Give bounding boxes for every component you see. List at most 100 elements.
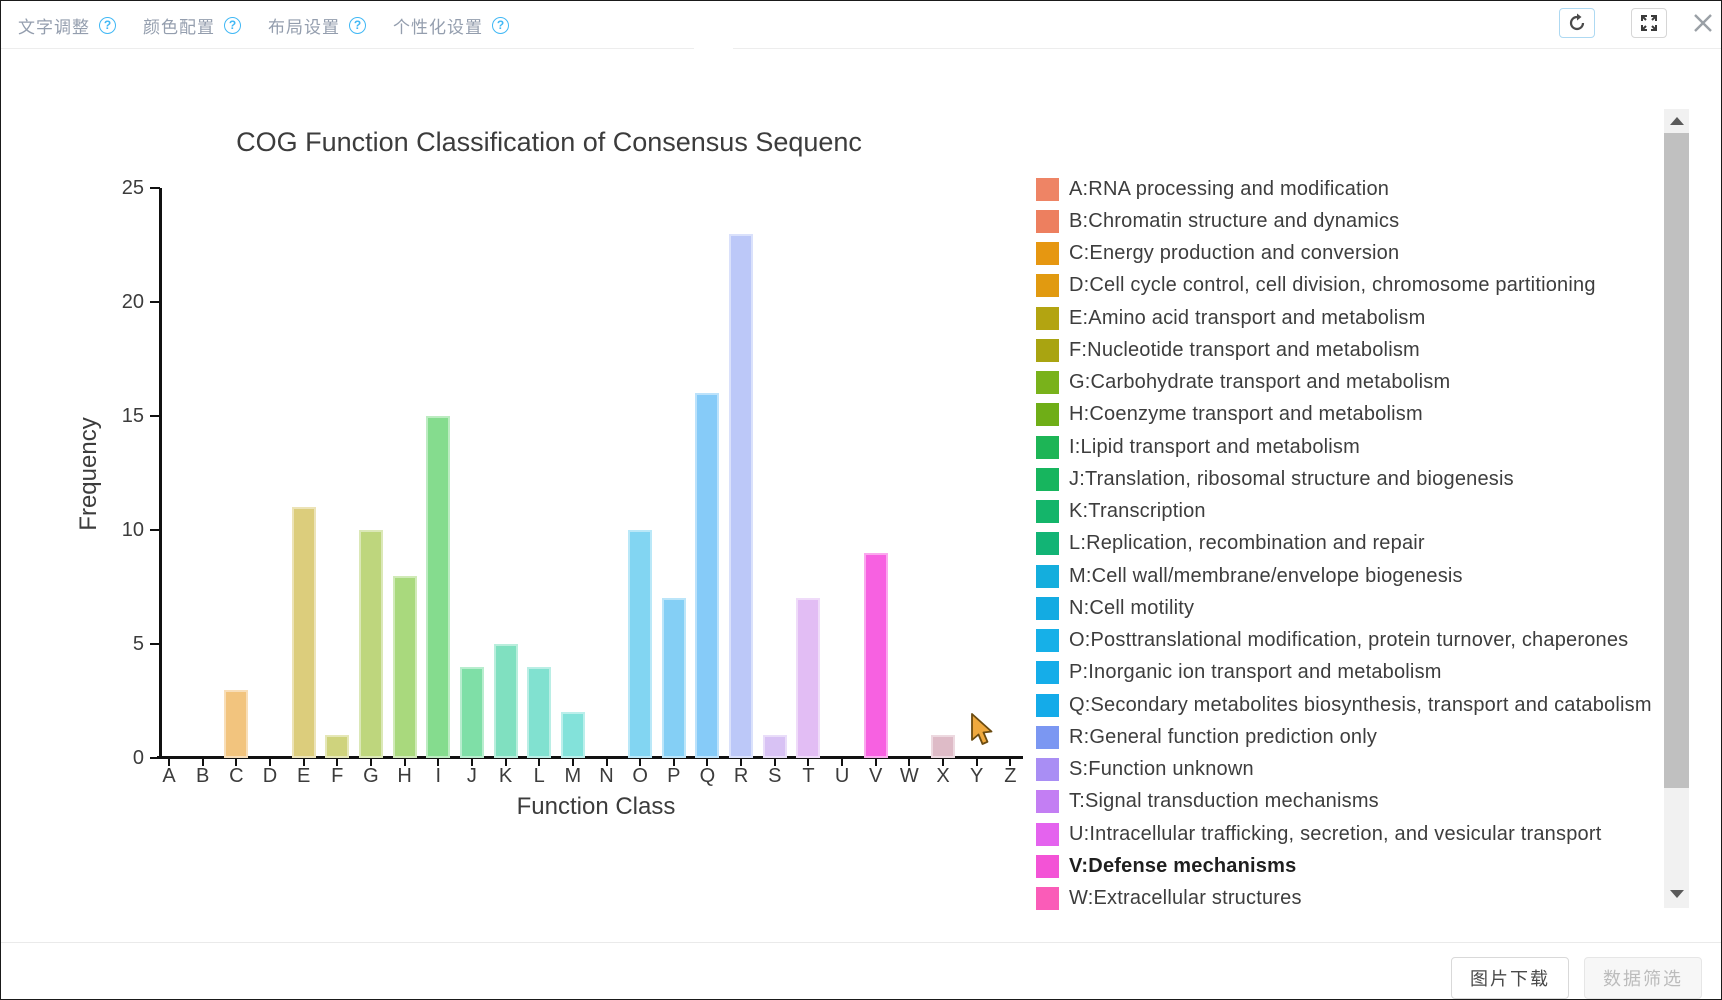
- x-axis-line: [157, 756, 1023, 759]
- legend-item: I:Lipid transport and metabolism: [1036, 435, 1360, 459]
- tab-label: 个性化设置: [393, 17, 483, 37]
- x-tick: [470, 758, 473, 766]
- legend-label: M:Cell wall/membrane/envelope biogenesis: [1069, 564, 1463, 587]
- y-axis-title: Frequency: [75, 417, 102, 531]
- bar-M: [560, 712, 585, 758]
- tab-layout-settings[interactable]: 布局设置 ?: [268, 1, 366, 49]
- x-tick-label: Y: [970, 765, 984, 787]
- bar-R: [729, 233, 754, 758]
- x-tick: [706, 758, 709, 766]
- legend-swatch: [1036, 887, 1059, 911]
- tab-personalization[interactable]: 个性化设置 ?: [393, 1, 509, 49]
- x-tick-label: Z: [1004, 765, 1017, 787]
- x-tick-label: L: [533, 765, 545, 787]
- legend-swatch: [1036, 822, 1059, 846]
- x-tick: [336, 758, 339, 766]
- help-icon[interactable]: ?: [349, 16, 366, 34]
- x-tick-label: H: [397, 765, 412, 787]
- x-tick-label: M: [564, 765, 582, 787]
- legend-label: D:Cell cycle control, cell division, chr…: [1069, 274, 1596, 297]
- legend-item: W:Extracellular structures: [1036, 887, 1302, 911]
- mouse-cursor-icon: [971, 713, 993, 745]
- x-tick-label: I: [435, 765, 441, 787]
- legend-swatch: [1036, 435, 1059, 459]
- legend-label: P:Inorganic ion transport and metabolism: [1069, 661, 1442, 684]
- refresh-button[interactable]: [1559, 8, 1595, 38]
- y-tick: [150, 415, 160, 417]
- x-tick: [538, 758, 541, 766]
- legend-item: T:Signal transduction mechanisms: [1036, 790, 1379, 814]
- legend-label: I:Lipid transport and metabolism: [1069, 435, 1360, 458]
- y-tick: [150, 187, 160, 189]
- x-tick-label: X: [936, 765, 950, 787]
- legend-label: C:Energy production and conversion: [1069, 242, 1400, 265]
- legend-swatch: [1036, 629, 1059, 653]
- data-filter-button[interactable]: 数据筛选: [1584, 957, 1702, 999]
- legend-item: O:Posttranslational modification, protei…: [1036, 629, 1628, 653]
- x-tick-label: J: [466, 765, 477, 787]
- legend-label: L:Replication, recombination and repair: [1069, 532, 1425, 555]
- x-tick: [571, 758, 574, 766]
- header-notch: [694, 35, 733, 55]
- x-tick: [639, 758, 642, 766]
- legend-swatch: [1036, 209, 1059, 233]
- legend-label: V:Defense mechanisms: [1069, 854, 1297, 877]
- x-tick: [201, 758, 204, 766]
- legend-item: S:Function unknown: [1036, 758, 1254, 782]
- help-icon[interactable]: ?: [492, 16, 509, 34]
- bar-X: [931, 735, 956, 758]
- y-tick-label: 10: [121, 519, 144, 541]
- bar-F: [325, 735, 350, 758]
- legend-item: R:General function prediction only: [1036, 725, 1378, 749]
- legend-swatch: [1036, 500, 1059, 524]
- bar-C: [224, 689, 249, 758]
- x-tick-label: P: [667, 765, 681, 787]
- x-tick: [403, 758, 406, 766]
- x-tick-label: A: [162, 765, 176, 787]
- close-icon: [1694, 14, 1712, 32]
- toolbar: 文字调整 ? 颜色配置 ? 布局设置 ? 个性化设置 ?: [1, 1, 1721, 49]
- bar-G: [358, 530, 383, 758]
- x-tick-label: S: [768, 765, 782, 787]
- legend-swatch: [1036, 854, 1059, 878]
- x-tick: [168, 758, 170, 766]
- close-button[interactable]: [1685, 8, 1721, 38]
- help-icon[interactable]: ?: [99, 16, 116, 34]
- legend-label: E:Amino acid transport and metabolism: [1069, 306, 1426, 329]
- x-tick: [975, 758, 978, 766]
- y-tick-label: 5: [132, 633, 144, 655]
- x-tick: [235, 758, 238, 766]
- legend-item: E:Amino acid transport and metabolism: [1036, 306, 1426, 330]
- legend-swatch: [1036, 274, 1059, 298]
- tab-color-config[interactable]: 颜色配置 ?: [143, 1, 241, 49]
- y-tick-label: 15: [121, 405, 144, 427]
- scrollbar-thumb[interactable]: [1664, 133, 1689, 788]
- bar-T: [796, 598, 821, 758]
- x-tick: [908, 758, 911, 766]
- x-tick-label: T: [802, 765, 815, 787]
- bar-L: [527, 666, 552, 758]
- legend-label: Q:Secondary metabolites biosynthesis, tr…: [1069, 693, 1652, 716]
- help-icon[interactable]: ?: [224, 16, 241, 34]
- legend-item: D:Cell cycle control, cell division, chr…: [1036, 274, 1596, 298]
- legend-label: N:Cell motility: [1069, 596, 1195, 619]
- bar-J: [459, 666, 484, 758]
- legend-swatch: [1036, 758, 1059, 782]
- image-download-button[interactable]: 图片下载: [1451, 957, 1569, 999]
- x-tick: [807, 758, 810, 766]
- fullscreen-button[interactable]: [1631, 8, 1667, 38]
- x-tick: [302, 758, 305, 766]
- legend-item: B:Chromatin structure and dynamics: [1036, 209, 1399, 233]
- legend-item: P:Inorganic ion transport and metabolism: [1036, 661, 1442, 685]
- legend-swatch: [1036, 661, 1059, 685]
- tab-text-adjust[interactable]: 文字调整 ?: [18, 1, 116, 49]
- legend-label: T:Signal transduction mechanisms: [1069, 790, 1379, 813]
- x-tick: [874, 758, 877, 766]
- scroll-up-arrow-icon[interactable]: [1670, 117, 1684, 125]
- legend-item: F:Nucleotide transport and metabolism: [1036, 338, 1420, 362]
- x-axis-title: Function Class: [516, 793, 676, 820]
- scroll-down-arrow-icon[interactable]: [1670, 890, 1684, 898]
- legend-label: R:General function prediction only: [1069, 725, 1378, 748]
- bar-E: [291, 507, 316, 758]
